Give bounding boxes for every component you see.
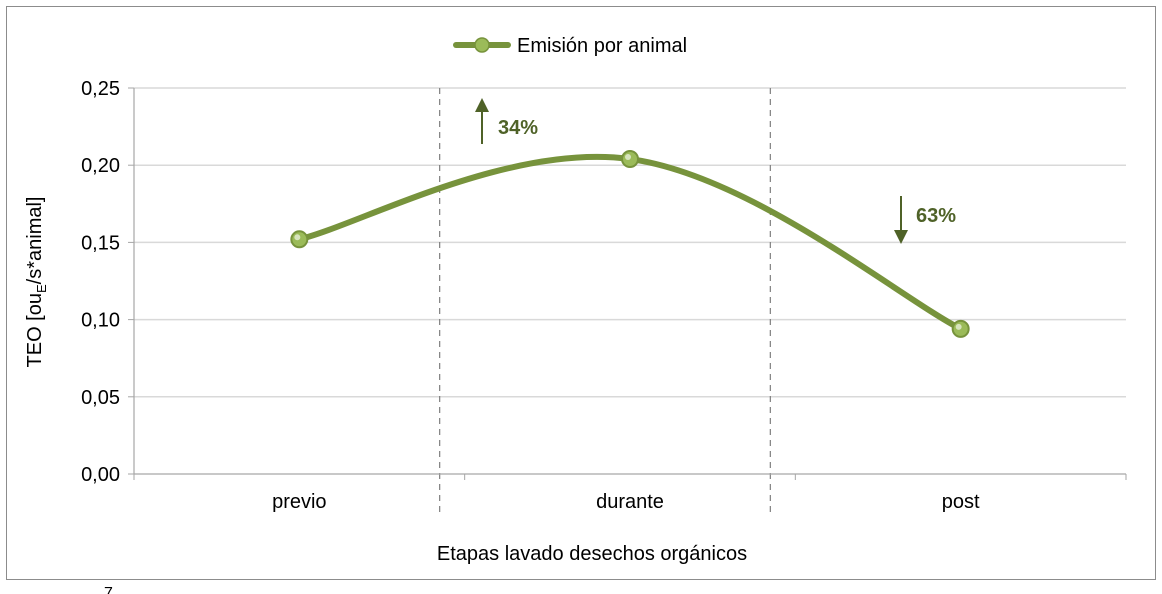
series-layer <box>290 150 970 338</box>
gridlines <box>134 87 1126 398</box>
footer-fragment: 7 <box>104 585 113 594</box>
data-point-highlight <box>955 323 962 330</box>
y-tick-label: 0,00 <box>81 464 120 486</box>
arrow-down-icon <box>894 230 908 244</box>
stage-separators <box>439 88 771 512</box>
legend-marker-swatch <box>474 37 490 53</box>
data-point-highlight <box>625 154 631 161</box>
legend-entry: Emisión por animal <box>517 35 687 57</box>
annotations: 34% 63% <box>475 98 956 244</box>
chart-frame <box>6 6 1156 580</box>
y-axis-title-subscript: E <box>34 284 49 293</box>
x-tick-label: post <box>942 491 980 513</box>
y-axis-title: TEO [ouE/s*animal] <box>24 197 49 368</box>
annotation-label: 34% <box>498 117 538 139</box>
axes <box>128 87 1127 480</box>
y-tick-label: 0,20 <box>81 155 120 177</box>
x-tick-labels: previo durante post <box>272 491 980 513</box>
data-point-highlight <box>294 234 301 241</box>
y-tick-label: 0,15 <box>81 232 120 254</box>
x-tick-label: durante <box>596 491 664 513</box>
x-axis-title: Etapas lavado desechos orgánicos <box>437 543 747 565</box>
legend: Emisión por animal <box>453 35 687 57</box>
y-axis-title-suffix: /s*animal] <box>24 197 46 285</box>
x-tick-label: previo <box>272 491 326 513</box>
y-tick-labels: 0,00 0,05 0,10 0,15 0,20 0,25 <box>81 78 120 486</box>
y-axis-title-main: TEO [ou <box>24 293 46 367</box>
arrow-up-icon <box>475 98 489 112</box>
y-tick-label: 0,25 <box>81 78 120 100</box>
y-tick-label: 0,10 <box>81 310 120 332</box>
annotation-label: 63% <box>916 205 956 227</box>
y-tick-label: 0,05 <box>81 387 120 409</box>
